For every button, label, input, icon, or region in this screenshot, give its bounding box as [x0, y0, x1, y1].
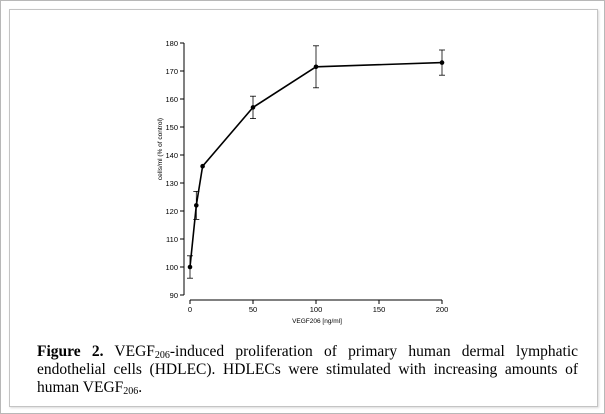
caption-sub-a: 206: [154, 350, 170, 361]
y-tick-label: 170: [165, 67, 178, 76]
y-tick-label: 150: [165, 123, 178, 132]
y-tick-label: 100: [165, 263, 178, 272]
caption-text-b: -induced proliferation of primary human …: [37, 343, 578, 396]
y-tick-label: 130: [165, 179, 178, 188]
data-point: [200, 163, 205, 169]
data-point: [187, 264, 193, 270]
x-tick-label: 100: [310, 305, 323, 314]
data-point: [313, 64, 319, 70]
x-tick-label: 0: [188, 305, 192, 314]
caption-text-a: VEGF: [114, 343, 155, 360]
caption-text-c: .: [138, 379, 143, 396]
y-axis-label: cells/ml (% of control): [157, 118, 164, 180]
data-point: [439, 60, 445, 65]
figure-caption: Figure 2. VEGF206-induced proliferation …: [37, 343, 578, 397]
y-tick-label: 120: [165, 207, 178, 216]
y-tick-label: 90: [170, 291, 178, 300]
y-tick-label: 160: [165, 95, 178, 104]
caption-label: Figure 2.: [37, 343, 104, 360]
x-tick-label: 50: [249, 305, 257, 314]
y-tick-label: 110: [166, 235, 178, 244]
series-line: [189, 61, 443, 268]
data-point: [194, 203, 199, 208]
x-tick-label: 200: [436, 305, 449, 314]
data-point: [250, 105, 256, 110]
x-tick-label: 150: [373, 305, 386, 314]
x-axis-label: VEGF206 [ng/ml]: [292, 318, 342, 325]
y-tick-label: 180: [165, 39, 178, 48]
y-tick-label: 140: [165, 151, 178, 160]
caption-sub-b: 206: [123, 386, 139, 397]
